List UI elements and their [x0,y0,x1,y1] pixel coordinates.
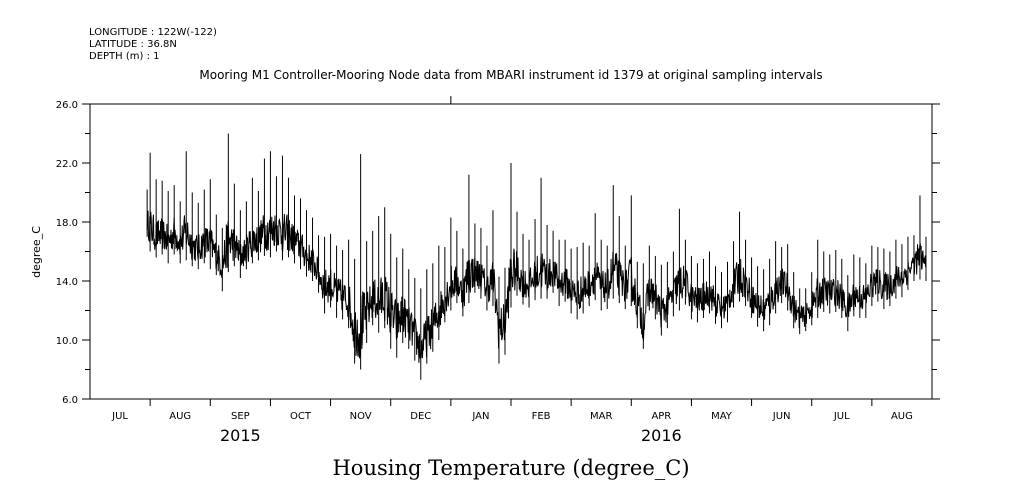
x-axis: JUL AUG SEP OCT NOV DEC JAN FEB MAR APR MAY JUN JUL A… [111,96,913,445]
x-month-label: APR [651,411,671,422]
chart-title: Mooring M1 Controller-Mooring Node data … [199,68,822,82]
x-month-label: SEP [231,411,250,422]
latitude-label: LATITUDE : 36.8N [89,39,177,50]
y-tick-label: 26.0 [56,100,78,111]
depth-label: DEPTH (m) : 1 [89,51,160,62]
x-month-label: JAN [471,411,489,422]
x-month-label: JUN [772,411,791,422]
y-tick-label: 10.0 [56,336,78,347]
x-month-label: MAR [590,411,612,422]
x-month-label: OCT [290,411,312,422]
x-month-label: DEC [410,411,431,422]
x-month-label: NOV [350,411,372,422]
y-axis: 6.0 10.0 14.0 18.0 22.0 26.0 [56,100,940,406]
x-year-label: 2015 [220,426,261,445]
series-layer [146,133,927,380]
y-axis-title: degree_C [30,226,43,278]
x-month-label: JUL [833,411,850,422]
y-tick-label: 6.0 [62,395,78,406]
x-month-label: AUG [891,411,913,422]
x-year-label: 2016 [641,426,682,445]
y-tick-label: 18.0 [56,218,78,229]
longitude-label: LONGITUDE : 122W(-122) [89,27,217,38]
y-tick-label: 22.0 [56,159,78,170]
x-axis-title: Housing Temperature (degree_C) [332,456,689,480]
x-month-label: JUL [111,411,128,422]
x-month-label: MAY [711,411,733,422]
x-month-label: FEB [532,411,551,422]
y-tick-label: 14.0 [56,277,78,288]
x-month-label: AUG [169,411,191,422]
